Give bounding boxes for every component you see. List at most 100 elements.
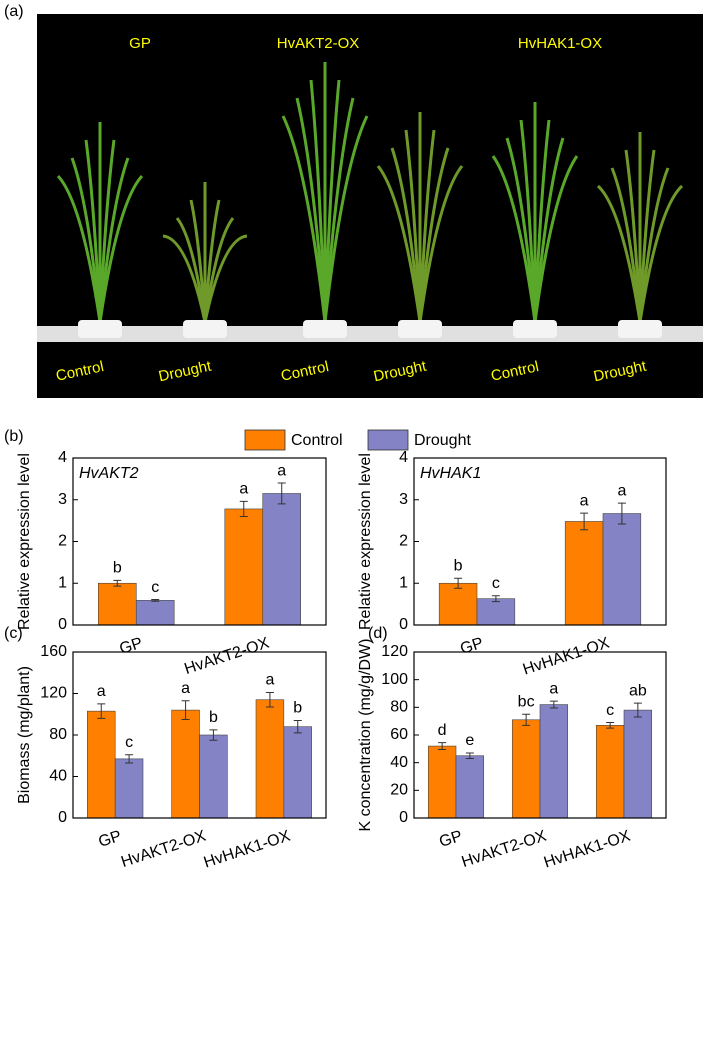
tray bbox=[37, 326, 703, 342]
leaf bbox=[323, 79, 341, 323]
error-bar bbox=[97, 703, 106, 719]
bar bbox=[114, 758, 144, 819]
bar bbox=[595, 725, 625, 819]
error-bar bbox=[181, 700, 190, 720]
bar bbox=[283, 726, 312, 819]
leaf bbox=[281, 115, 327, 323]
significance-letter: c bbox=[606, 702, 614, 719]
genotype-label: GP bbox=[129, 35, 151, 52]
bar bbox=[438, 582, 478, 626]
significance-letter: c bbox=[125, 734, 133, 751]
y-tick-label: 100 bbox=[381, 671, 408, 688]
pot bbox=[398, 320, 442, 338]
y-tick-label: 0 bbox=[58, 809, 67, 826]
y-tick-label: 3 bbox=[399, 491, 408, 508]
bar bbox=[564, 521, 604, 626]
significance-letter: a bbox=[617, 482, 626, 499]
y-axis-label: Biomass (mg/plant) bbox=[16, 666, 33, 804]
legend-swatch bbox=[367, 429, 409, 451]
pot bbox=[183, 320, 227, 338]
error-bar bbox=[606, 722, 615, 729]
x-tick-label: HvHAK1-OX bbox=[202, 828, 293, 872]
significance-letter: c bbox=[151, 579, 159, 596]
x-tick-label: HvAKT2-OX bbox=[460, 828, 549, 871]
plot-frame bbox=[413, 457, 667, 626]
bar bbox=[476, 598, 516, 626]
y-tick-label: 0 bbox=[399, 809, 408, 826]
y-tick-label: 3 bbox=[58, 491, 67, 508]
plot-frame bbox=[72, 651, 327, 819]
bar bbox=[135, 600, 175, 626]
error-bar bbox=[491, 595, 500, 603]
y-axis-label: Relative expression level bbox=[16, 453, 33, 630]
panel-label: (d) bbox=[368, 625, 388, 642]
significance-letter: c bbox=[492, 575, 500, 592]
x-tick-label: GP bbox=[96, 828, 123, 851]
plants bbox=[56, 62, 684, 338]
y-tick-label: 2 bbox=[58, 533, 67, 550]
x-tick-label: GP bbox=[118, 635, 145, 658]
error-bar bbox=[522, 713, 531, 726]
error-bar bbox=[265, 691, 274, 708]
pot bbox=[618, 320, 662, 338]
y-tick-label: 80 bbox=[390, 699, 408, 716]
x-tick-label: HvHAK1-OX bbox=[542, 828, 633, 872]
leaf bbox=[98, 174, 144, 323]
significance-letter: ab bbox=[629, 682, 647, 699]
significance-letter: a bbox=[265, 672, 274, 689]
error-bar bbox=[113, 579, 122, 587]
significance-letter: b bbox=[209, 709, 218, 726]
pot bbox=[513, 320, 557, 338]
y-tick-label: 40 bbox=[390, 754, 408, 771]
leaf bbox=[638, 184, 684, 323]
leaf bbox=[533, 119, 551, 323]
y-tick-label: 20 bbox=[390, 782, 408, 799]
significance-letter: bc bbox=[518, 693, 535, 710]
bar bbox=[255, 699, 285, 819]
bar bbox=[199, 734, 228, 819]
significance-letter: a bbox=[549, 680, 558, 697]
bar bbox=[224, 508, 264, 626]
panel-label: (a) bbox=[4, 3, 24, 20]
leaf bbox=[323, 115, 369, 323]
legend-label: Control bbox=[291, 432, 343, 449]
significance-letter: d bbox=[438, 722, 447, 739]
bar bbox=[511, 719, 541, 819]
significance-letter: a bbox=[97, 683, 106, 700]
y-tick-label: 0 bbox=[58, 616, 67, 633]
plot-frame bbox=[413, 651, 667, 819]
chart-title: HvAKT2 bbox=[79, 465, 139, 482]
bar bbox=[539, 704, 569, 819]
y-tick-label: 2 bbox=[399, 533, 408, 550]
legend-swatch bbox=[244, 429, 286, 451]
genotype-label: HvHAK1-OX bbox=[518, 35, 602, 52]
error-bar bbox=[580, 512, 589, 531]
bar bbox=[262, 493, 302, 626]
pot bbox=[303, 320, 347, 338]
x-tick-label: HvAKT2-OX bbox=[119, 828, 208, 871]
error-bar bbox=[617, 502, 626, 525]
error-bar bbox=[151, 599, 160, 602]
leaf bbox=[295, 97, 327, 323]
x-tick-label: GP bbox=[458, 635, 485, 658]
bar bbox=[455, 755, 485, 819]
significance-letter: a bbox=[239, 481, 248, 498]
leaf bbox=[418, 165, 464, 323]
y-tick-label: 4 bbox=[399, 449, 408, 466]
y-tick-label: 0 bbox=[399, 616, 408, 633]
y-tick-label: 1 bbox=[58, 574, 67, 591]
significance-letter: e bbox=[465, 732, 474, 749]
leaf bbox=[203, 234, 248, 323]
error-bar bbox=[277, 482, 286, 505]
significance-letter: b bbox=[113, 560, 122, 577]
error-bar bbox=[465, 752, 474, 760]
y-tick-label: 4 bbox=[58, 449, 67, 466]
bar bbox=[623, 709, 653, 819]
leaf bbox=[533, 155, 579, 323]
error-bar bbox=[633, 702, 642, 718]
leaf bbox=[323, 97, 355, 323]
y-tick-label: 120 bbox=[381, 643, 408, 660]
error-bar bbox=[293, 719, 302, 734]
